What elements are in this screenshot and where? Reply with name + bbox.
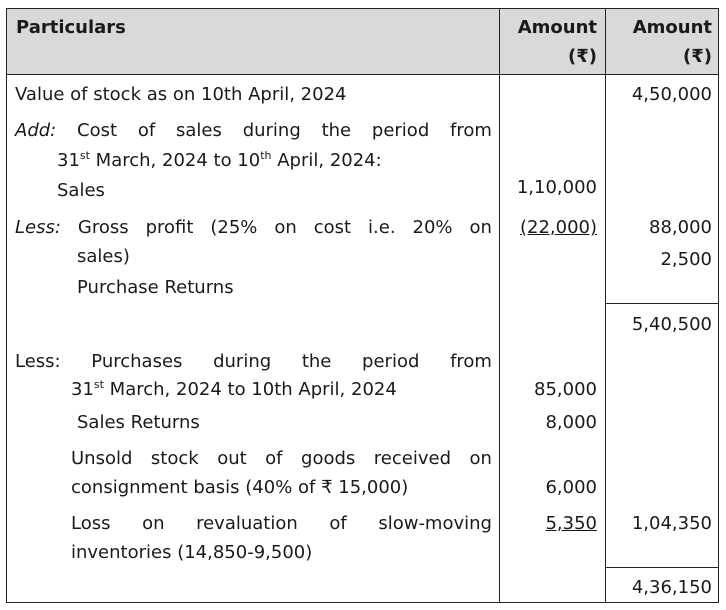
less-gross-profit-line: Less: Gross profit (25% on cost i.e. 20%…	[15, 217, 492, 238]
subtotal-amount: 5,40,500	[631, 314, 712, 335]
add-label: Add:	[15, 120, 57, 141]
add-cost-of-sales-line: Add: Cost of sales during the period fro…	[15, 120, 492, 141]
gross-profit-amount: (22,000)	[519, 217, 597, 238]
purchase-returns-amount: 2,500	[660, 249, 712, 270]
purchases-amount: 85,000	[534, 379, 597, 400]
sales-returns-label: Sales Returns	[77, 412, 200, 433]
unsold-stock-line2: consignment basis (40% of ₹ 15,000)	[71, 477, 409, 498]
less-total-amount: 1,04,350	[631, 513, 712, 534]
table-header	[7, 9, 718, 75]
stock-amount: 4,50,000	[631, 84, 712, 105]
final-total-amount: 4,36,150	[631, 577, 712, 598]
header-particulars: Particulars	[16, 17, 126, 38]
add-period-line: 31st March, 2024 to 10th April, 2024:	[57, 149, 382, 171]
column-divider-2	[605, 9, 606, 602]
stock-label: Value of stock as on 10th April, 2024	[15, 84, 347, 105]
unsold-stock-line: Unsold stock out of goods received on	[71, 448, 492, 469]
purchase-returns-label: Purchase Returns	[77, 277, 234, 298]
header-amount-1: Amount	[517, 17, 597, 38]
sales-returns-amount: 8,000	[545, 412, 597, 433]
header-amount-2: Amount	[632, 17, 712, 38]
header-amount-2-unit: (₹)	[683, 46, 712, 67]
subtotal-rule	[606, 303, 719, 304]
sales-label: Sales	[57, 180, 105, 201]
loss-amount: 5,350	[545, 513, 597, 534]
less-purchases-line: Less: Purchases during the period from	[15, 351, 492, 372]
header-amount-1-unit: (₹)	[568, 46, 597, 67]
column-divider-1	[499, 9, 500, 602]
loss-revaluation-line: Loss on revaluation of slow-moving	[71, 513, 492, 534]
less-label: Less:	[15, 217, 61, 238]
stock-valuation-table: Particulars Amount (₹) Amount (₹) Value …	[6, 8, 719, 603]
sales-amount: 1,10,000	[516, 177, 597, 198]
purchases-period-line: 31st March, 2024 to 10th April, 2024	[71, 378, 397, 400]
gross-profit-line2: sales)	[77, 246, 130, 267]
total-rule	[606, 567, 719, 568]
loss-revaluation-line2: inventories (14,850-9,500)	[71, 542, 313, 563]
unsold-stock-amount: 6,000	[545, 477, 597, 498]
cost-of-sales-amount: 88,000	[649, 217, 712, 238]
